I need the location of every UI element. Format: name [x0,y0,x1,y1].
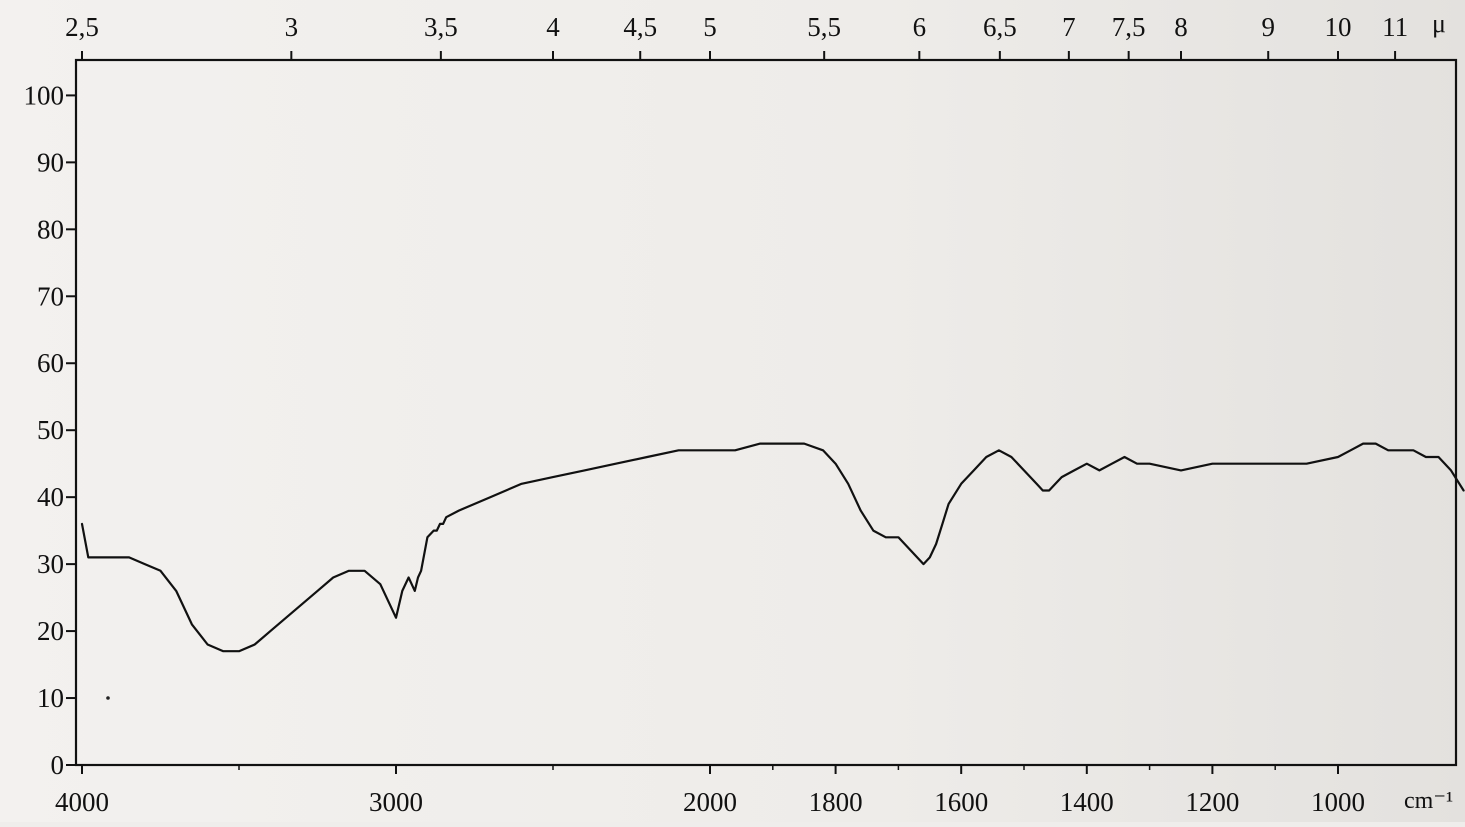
top-tick-label: 5 [703,12,717,42]
y-tick-label: 60 [37,348,64,378]
y-tick-label: 0 [51,750,65,780]
bottom-tick-label: 4000 [55,787,109,817]
spectrum-line [80,442,1465,653]
bottom-tick-label: 1000 [1311,787,1365,817]
y-tick-label: 90 [37,147,64,177]
y-tick-label: 50 [37,415,64,445]
top-tick-label: 11 [1382,12,1408,42]
y-tick-label: 10 [37,683,64,713]
y-tick-label: 40 [37,482,64,512]
top-tick-label: 4,5 [623,12,657,42]
y-tick-label: 30 [37,549,64,579]
top-tick-label: 8 [1174,12,1188,42]
stray-dot [106,696,110,700]
y-axis: 0 10 20 30 40 50 60 70 80 90 100 [24,80,76,780]
top-tick-label: 7,5 [1112,12,1146,42]
y-tick-label: 100 [24,80,65,110]
top-axis: 2,5 3 3,5 4 4,5 5 5,5 6 6,5 7 7,5 8 9 10 11 [65,12,1408,60]
plot-frame [74,58,1458,767]
top-axis-unit-label: μ [1432,9,1446,38]
top-tick-label: 6 [913,12,927,42]
bottom-tick-label: 2000 [683,787,737,817]
top-tick-label: 3 [285,12,299,42]
bottom-axis-unit-label: cm⁻¹ [1404,788,1453,814]
bottom-tick-label: 1400 [1060,787,1114,817]
bottom-tick-label: 1600 [934,787,988,817]
top-tick-label: 6,5 [983,12,1017,42]
y-tick-label: 80 [37,214,64,244]
bottom-axis: 4000 3000 2000 1800 1600 1400 1200 1000 [55,765,1365,817]
bottom-tick-label: 1800 [809,787,863,817]
top-tick-label: 5,5 [807,12,841,42]
bottom-tick-label: 1200 [1185,787,1239,817]
top-tick-label: 4 [546,12,560,42]
top-tick-label: 3,5 [424,12,458,42]
top-tick-label: 7 [1062,12,1076,42]
top-tick-label: 9 [1261,12,1275,42]
y-tick-label: 70 [37,281,64,311]
y-tick-label: 20 [37,616,64,646]
top-tick-label: 2,5 [65,12,99,42]
top-tick-label: 10 [1325,12,1352,42]
series-layer [80,442,1465,653]
bottom-tick-label: 3000 [369,787,423,817]
